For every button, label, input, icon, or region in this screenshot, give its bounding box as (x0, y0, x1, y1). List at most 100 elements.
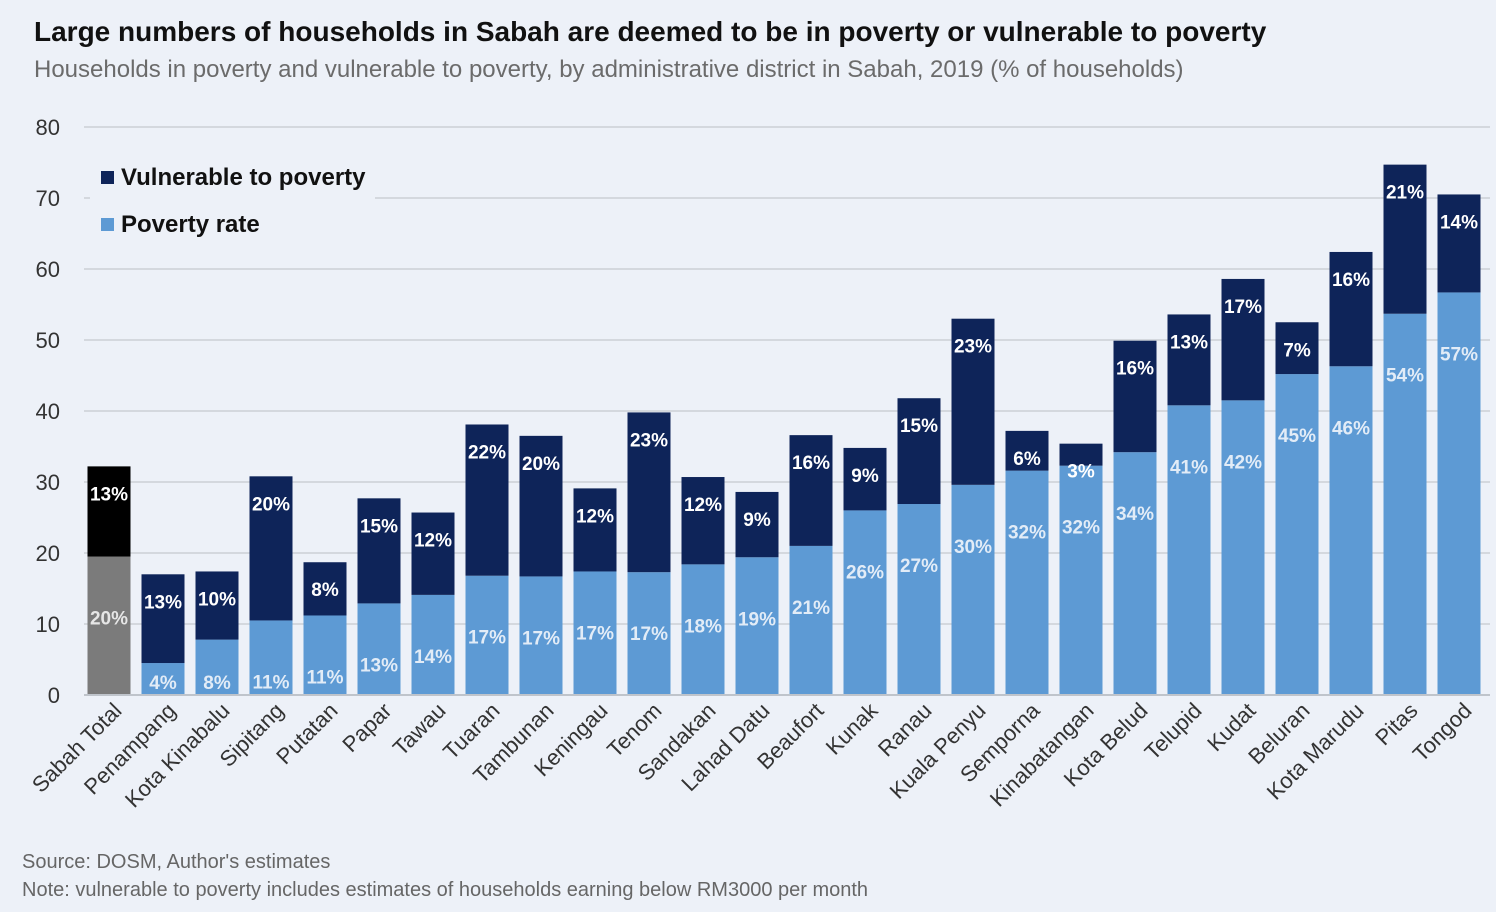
data-label-vulnerable: 9% (743, 510, 771, 531)
bar-vulnerable-to-poverty (1221, 278, 1265, 401)
data-label-vulnerable: 13% (90, 484, 128, 505)
data-label-poverty: 57% (1440, 344, 1478, 365)
data-label-vulnerable: 12% (576, 506, 614, 527)
legend-swatch-vulnerable (101, 171, 114, 184)
bar-poverty-rate (1275, 374, 1319, 695)
bar-vulnerable-to-poverty (195, 571, 239, 640)
data-label-vulnerable: 3% (1067, 462, 1095, 483)
data-label-poverty: 18% (684, 616, 722, 637)
bar-poverty-rate (897, 504, 941, 695)
data-label-poverty: 32% (1062, 518, 1100, 539)
y-tick-label: 30 (36, 470, 60, 495)
data-label-vulnerable: 9% (851, 466, 879, 487)
bar-poverty-rate (303, 615, 347, 695)
bar-vulnerable-to-poverty (1005, 430, 1049, 471)
bar-vulnerable-to-poverty (735, 491, 779, 558)
x-category-label: Kunak (821, 697, 883, 759)
bar-poverty-rate (465, 575, 509, 695)
bar-vulnerable-to-poverty (843, 447, 887, 511)
bar-vulnerable-to-poverty (1167, 314, 1211, 406)
bar-poverty-rate (1221, 400, 1265, 695)
bar-vulnerable-to-poverty (357, 498, 401, 604)
bar-vulnerable-to-poverty (249, 476, 293, 621)
data-label-vulnerable: 14% (1440, 212, 1478, 233)
bar-vulnerable-to-poverty (1113, 340, 1157, 453)
data-label-poverty: 17% (576, 623, 614, 644)
bar-vulnerable-to-poverty (573, 488, 617, 572)
bar-vulnerable-to-poverty (789, 435, 833, 546)
y-tick-label: 70 (36, 186, 60, 211)
data-label-vulnerable: 23% (954, 337, 992, 358)
x-category-label: Tawau (388, 698, 451, 761)
data-label-vulnerable: 20% (252, 494, 290, 515)
bar-vulnerable-to-poverty (627, 412, 671, 573)
x-category-label: Papar (337, 698, 396, 757)
bar-vulnerable-to-poverty (1329, 251, 1373, 367)
bar-vulnerable-to-poverty (411, 512, 455, 595)
chart-title: Large numbers of households in Sabah are… (34, 16, 1267, 47)
data-label-poverty: 54% (1386, 366, 1424, 387)
bar-vulnerable-to-poverty (681, 477, 725, 565)
bar-vulnerable-to-poverty (1383, 164, 1427, 314)
source-note: Source: DOSM, Author's estimates (22, 851, 331, 873)
data-label-poverty: 17% (522, 628, 560, 649)
bar-poverty-rate (141, 663, 185, 695)
data-label-poverty: 34% (1116, 504, 1154, 525)
y-tick-label: 60 (36, 257, 60, 282)
bar-poverty-rate (357, 603, 401, 695)
bar-vulnerable-to-poverty (951, 318, 995, 485)
chart-subtitle: Households in poverty and vulnerable to … (34, 56, 1184, 83)
bar-poverty-rate (87, 556, 131, 695)
footnote: Note: vulnerable to poverty includes est… (22, 879, 869, 901)
data-label-poverty: 46% (1332, 418, 1370, 439)
bar-poverty-rate (1383, 313, 1427, 695)
data-label-poverty: 26% (846, 562, 884, 583)
bar-poverty-rate (789, 545, 833, 695)
bar-poverty-rate (195, 639, 239, 695)
bar-poverty-rate (843, 510, 887, 695)
data-label-vulnerable: 10% (198, 589, 236, 610)
data-label-poverty: 11% (253, 672, 290, 693)
y-tick-label: 10 (36, 612, 60, 637)
data-label-poverty: 21% (792, 598, 830, 619)
data-label-vulnerable: 8% (311, 580, 339, 601)
bar-vulnerable-to-poverty (519, 435, 563, 577)
data-label-vulnerable: 16% (792, 453, 830, 474)
bar-poverty-rate (681, 564, 725, 695)
y-tick-label: 0 (48, 683, 60, 708)
legend-swatch-poverty (101, 218, 114, 231)
data-label-vulnerable: 16% (1332, 270, 1370, 291)
legend-label-vulnerable: Vulnerable to poverty (121, 164, 366, 191)
data-label-vulnerable: 12% (684, 495, 722, 516)
data-label-poverty: 32% (1008, 523, 1046, 544)
x-category-label: Tongod (1408, 698, 1477, 767)
bar-poverty-rate (249, 620, 293, 695)
legend-box (90, 148, 375, 248)
data-label-poverty: 30% (954, 537, 992, 558)
bar-poverty-rate (1329, 366, 1373, 695)
y-tick-label: 80 (36, 115, 60, 140)
bar-poverty-rate (573, 571, 617, 695)
data-label-vulnerable: 12% (414, 531, 452, 552)
data-label-vulnerable: 13% (144, 592, 182, 613)
data-label-poverty: 27% (900, 556, 938, 577)
data-label-poverty: 41% (1170, 457, 1208, 478)
data-label-vulnerable: 13% (1170, 332, 1208, 353)
data-label-poverty: 4% (149, 673, 177, 694)
data-label-poverty: 42% (1224, 452, 1262, 473)
data-label-poverty: 14% (414, 647, 452, 668)
bar-vulnerable-to-poverty (465, 424, 509, 576)
y-tick-label: 40 (36, 399, 60, 424)
data-label-poverty: 8% (203, 673, 231, 694)
data-label-vulnerable: 7% (1283, 340, 1311, 361)
data-label-vulnerable: 22% (468, 442, 506, 463)
x-category-label: Telupid (1140, 698, 1207, 765)
bar-poverty-rate (1167, 405, 1211, 695)
data-label-vulnerable: 21% (1386, 183, 1424, 204)
bar-poverty-rate (1437, 292, 1481, 695)
data-label-poverty: 17% (468, 628, 506, 649)
bar-vulnerable-to-poverty (897, 398, 941, 505)
data-label-poverty: 19% (738, 609, 776, 630)
data-label-vulnerable: 15% (360, 516, 398, 537)
